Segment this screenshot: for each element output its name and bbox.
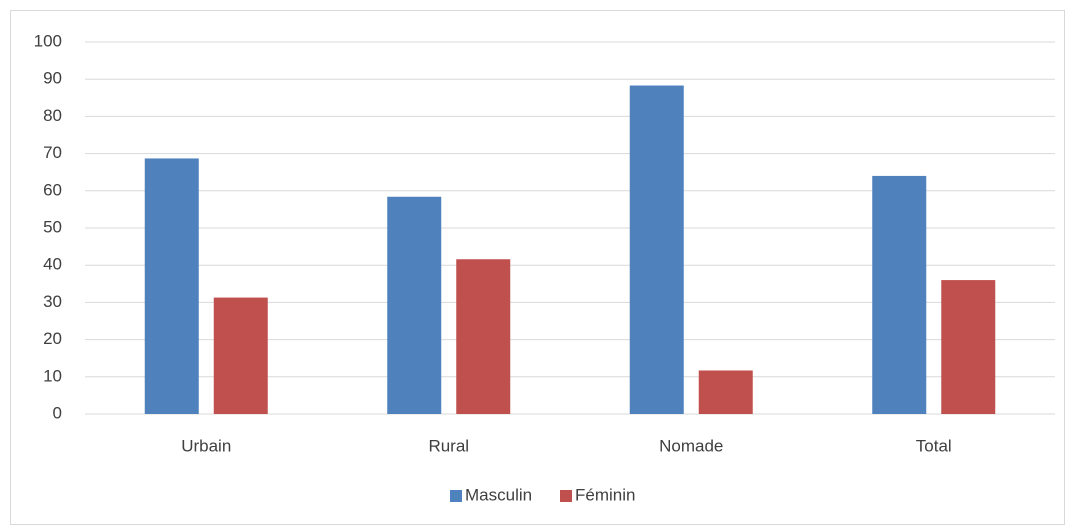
bar <box>941 280 996 414</box>
x-tick-label: Total <box>916 436 952 455</box>
x-tick-label: Nomade <box>659 436 723 455</box>
y-tick-label: 20 <box>43 329 62 348</box>
bar <box>456 259 511 414</box>
x-tick-label: Urbain <box>181 436 231 455</box>
y-tick-label: 60 <box>43 180 62 199</box>
y-tick-label: 0 <box>53 403 62 422</box>
x-tick-label: Rural <box>428 436 469 455</box>
bar <box>872 175 927 414</box>
y-tick-label: 30 <box>43 292 62 311</box>
y-tick-label: 50 <box>43 217 62 236</box>
y-tick-label: 70 <box>43 143 62 162</box>
y-tick-label: 90 <box>43 69 62 88</box>
bar <box>698 370 753 414</box>
legend-swatch <box>560 490 572 502</box>
legend-label: Féminin <box>575 485 635 504</box>
y-tick-label: 100 <box>34 31 62 50</box>
y-tick-label: 40 <box>43 255 62 274</box>
y-tick-label: 10 <box>43 366 62 385</box>
bar <box>629 85 684 415</box>
legend-label: Masculin <box>465 485 532 504</box>
bar <box>144 158 199 414</box>
bar <box>213 297 268 414</box>
bar <box>387 196 442 414</box>
legend-swatch <box>450 490 462 502</box>
y-tick-label: 80 <box>43 106 62 125</box>
